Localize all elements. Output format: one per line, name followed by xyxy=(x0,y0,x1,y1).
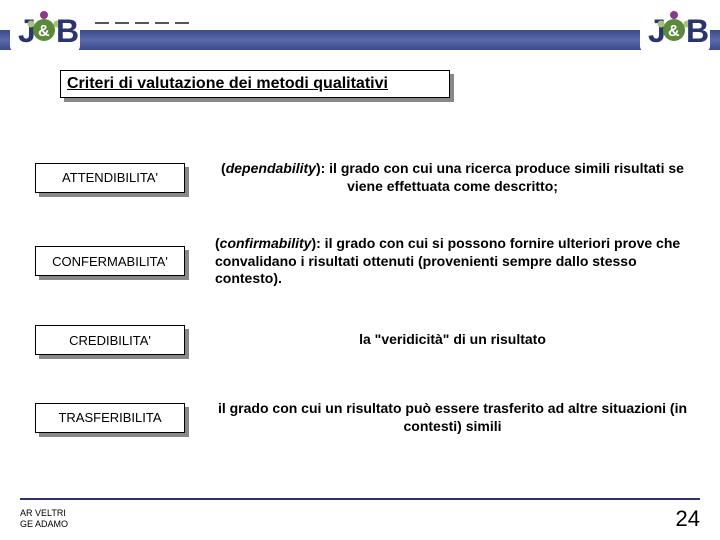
svg-text:B: B xyxy=(686,13,708,49)
criteria-label-box: CONFERMABILITA' xyxy=(35,246,185,276)
footer-line xyxy=(20,498,700,500)
criteria-desc: la "veridicità" di un risultato xyxy=(185,331,690,349)
svg-text:B: B xyxy=(56,13,78,49)
title-box: Criteri di valutazione dei metodi qualit… xyxy=(60,70,450,98)
logo-right: J & B xyxy=(640,8,710,52)
criteria-label-box: ATTENDIBILITA' xyxy=(35,163,185,193)
criteria-label-box: CREDIBILITA' xyxy=(35,325,185,355)
footer-author: AR VELTRI GE ADAMO xyxy=(20,508,68,530)
title-text: Criteri di valutazione dei metodi qualit… xyxy=(67,75,388,93)
criteria-desc: (dependability): il grado con cui una ri… xyxy=(185,160,690,195)
criteria-label: CREDIBILITA' xyxy=(35,325,185,355)
logo-left: J & B xyxy=(10,8,80,52)
criteria-label: ATTENDIBILITA' xyxy=(35,163,185,193)
criteria-row: CREDIBILITA'la "veridicità" di un risult… xyxy=(35,325,690,355)
criteria-label: CONFERMABILITA' xyxy=(35,246,185,276)
header-band xyxy=(0,30,720,50)
criteria-desc: il grado con cui un risultato può essere… xyxy=(185,400,690,435)
criteria-label-box: TRASFERIBILITA xyxy=(35,403,185,433)
svg-text:&: & xyxy=(668,23,680,40)
criteria-desc: (confirmability): il grado con cui si po… xyxy=(185,235,690,288)
dash-row xyxy=(95,22,189,24)
svg-text:&: & xyxy=(38,23,50,40)
criteria-row: TRASFERIBILITAil grado con cui un risult… xyxy=(35,400,690,435)
criteria-label: TRASFERIBILITA xyxy=(35,403,185,433)
page-number: 24 xyxy=(676,506,700,532)
criteria-row: ATTENDIBILITA'(dependability): il grado … xyxy=(35,160,690,195)
criteria-row: CONFERMABILITA'(confirmability): il grad… xyxy=(35,235,690,288)
